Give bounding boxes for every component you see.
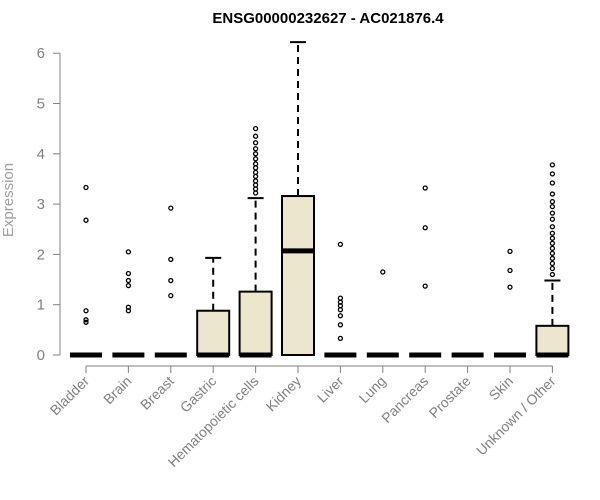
box-group	[409, 185, 442, 358]
x-tick-label: Breast	[137, 373, 177, 413]
outlier-point	[83, 319, 89, 325]
box-group	[494, 248, 526, 358]
outlier-point	[507, 284, 513, 290]
outlier-point	[549, 235, 556, 241]
box	[281, 195, 315, 356]
outlier-point	[125, 277, 132, 284]
outlier-point	[252, 125, 259, 132]
outlier-point	[549, 271, 556, 278]
outlier-point	[507, 267, 513, 274]
chart-title: ENSG00000232627 - AC021876.4	[212, 10, 444, 27]
outlier-point	[549, 180, 556, 186]
outlier-point	[125, 249, 132, 255]
box-group	[324, 241, 357, 358]
outlier-point	[337, 335, 344, 342]
outlier-point	[549, 224, 556, 230]
y-tick-label: 6	[37, 45, 45, 62]
box-group	[281, 41, 315, 356]
box-group	[154, 205, 187, 358]
box-group	[70, 184, 102, 358]
outlier-point	[549, 198, 556, 205]
outlier-point	[422, 185, 428, 191]
outlier-point	[252, 178, 259, 184]
outlier-point	[252, 140, 259, 146]
outlier-point	[83, 308, 89, 314]
y-axis: 0 1 2 3 4 5 6	[37, 45, 61, 364]
x-tick-label: Lung	[356, 373, 389, 406]
outlier-point	[125, 270, 132, 277]
box-group	[366, 269, 399, 358]
outlier-point	[549, 210, 556, 216]
outlier-point	[252, 169, 259, 176]
outlier-point	[380, 269, 386, 275]
outlier-point	[549, 245, 556, 252]
outlier-point	[168, 205, 174, 211]
x-tick-label: Skin	[486, 373, 517, 404]
outlier-point	[549, 265, 556, 272]
outlier-point	[422, 225, 428, 231]
outlier-point	[549, 230, 556, 236]
outlier-point	[168, 292, 174, 299]
outlier-point	[507, 248, 513, 255]
outlier-point	[337, 295, 344, 301]
outlier-point	[168, 277, 174, 284]
outlier-point	[83, 217, 89, 223]
y-tick-label: 4	[37, 146, 45, 163]
y-tick-label: 1	[37, 297, 45, 314]
y-tick-label: 3	[37, 196, 45, 213]
x-tick-label: Liver	[314, 373, 347, 406]
box-group	[535, 162, 570, 358]
x-tick-label: Prostate	[426, 373, 474, 421]
outlier-point	[252, 133, 259, 139]
outlier-point	[125, 304, 132, 310]
outlier-point	[549, 216, 556, 222]
x-tick-label: Pancreas	[378, 373, 431, 426]
x-tick-label: Brain	[100, 373, 134, 407]
outlier-point	[83, 317, 89, 323]
box-group	[196, 256, 231, 358]
y-tick-label: 5	[37, 96, 45, 113]
outlier-point	[549, 171, 556, 177]
outlier-point	[549, 255, 556, 262]
outlier-point	[422, 283, 428, 289]
outlier-point	[252, 161, 259, 167]
box-group	[238, 125, 273, 358]
y-tick-label: 2	[37, 246, 45, 263]
outlier-point	[549, 250, 556, 257]
x-tick-label: Bladder	[47, 373, 93, 419]
x-tick-label: Kidney	[263, 373, 305, 415]
outlier-point	[337, 241, 344, 247]
outlier-point	[125, 282, 132, 289]
outlier-point	[168, 256, 174, 263]
box	[196, 309, 231, 356]
box	[535, 324, 570, 356]
outlier-point	[252, 151, 259, 157]
outlier-point	[549, 240, 556, 246]
outlier-point	[252, 156, 259, 162]
outlier-point	[337, 313, 344, 319]
y-tick-label: 0	[37, 347, 45, 364]
outlier-point	[337, 322, 344, 328]
x-tick-label: Unknown / Other	[473, 373, 559, 459]
outlier-point	[549, 162, 556, 168]
boxes-layer	[70, 41, 570, 358]
outlier-point	[83, 184, 89, 191]
outlier-point	[549, 191, 556, 197]
outlier-point	[252, 146, 259, 152]
box-group	[112, 249, 145, 358]
outlier-point	[549, 260, 556, 267]
box	[238, 290, 273, 357]
outlier-point	[549, 203, 556, 210]
y-axis-label: Expression	[0, 163, 17, 237]
